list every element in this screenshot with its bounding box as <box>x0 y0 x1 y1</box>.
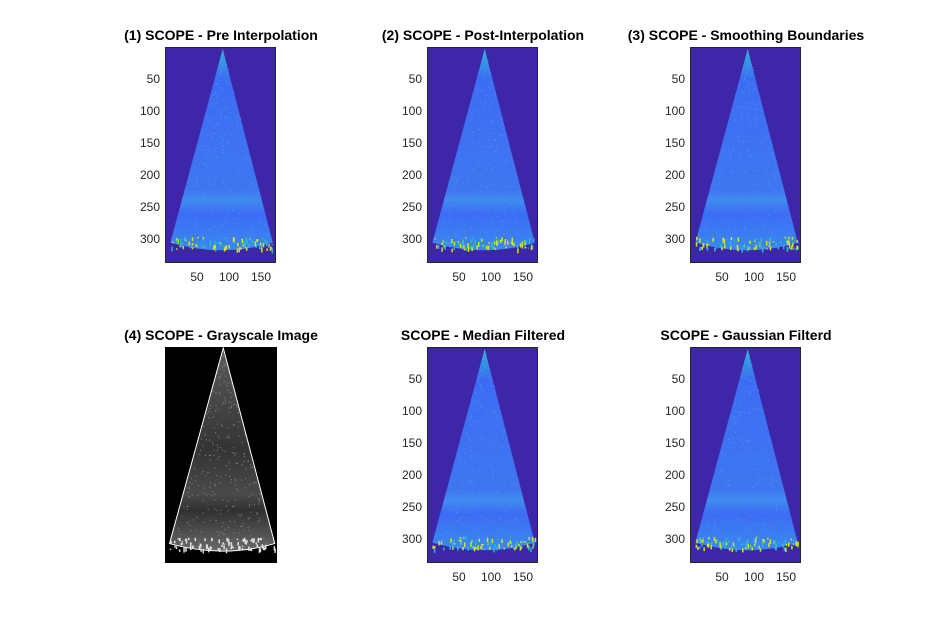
cone-region <box>695 349 798 551</box>
ultrasound-cone-image <box>691 48 800 262</box>
x-tick-label: 150 <box>250 270 272 284</box>
ultrasound-cone-image <box>428 48 537 262</box>
x-tick-label: 150 <box>512 570 534 584</box>
y-tick-label: 50 <box>408 372 422 386</box>
panel-title-4: (4) SCOPE - Grayscale Image <box>124 327 318 343</box>
y-tick-label: 200 <box>664 468 685 482</box>
x-tick-label: 150 <box>775 270 797 284</box>
y-tick-label: 150 <box>401 436 422 450</box>
cone-region <box>432 49 535 251</box>
y-tick-label: 150 <box>139 136 160 150</box>
cone-region <box>695 49 798 251</box>
y-tick-label: 250 <box>139 200 160 214</box>
ultrasound-cone-image <box>691 348 800 562</box>
y-tick-label: 150 <box>664 436 685 450</box>
y-tick-label: 300 <box>139 232 160 246</box>
x-tick-label: 100 <box>480 570 502 584</box>
panel-title-3: (3) SCOPE - Smoothing Boundaries <box>627 27 865 43</box>
y-tick-label: 100 <box>401 104 422 118</box>
y-tick-label: 100 <box>664 104 685 118</box>
y-tick-label: 200 <box>401 168 422 182</box>
y-tick-label: 250 <box>401 200 422 214</box>
y-tick-label: 50 <box>146 72 160 86</box>
panel-image-3 <box>690 47 801 263</box>
x-tick-label: 50 <box>715 270 729 284</box>
y-tick-label: 100 <box>401 404 422 418</box>
y-tick-label: 300 <box>401 532 422 546</box>
y-tick-label: 50 <box>408 72 422 86</box>
x-tick-label: 100 <box>743 270 765 284</box>
cone-region <box>168 347 276 552</box>
y-tick-label: 200 <box>664 168 685 182</box>
x-tick-label: 100 <box>480 270 502 284</box>
y-tick-label: 200 <box>401 468 422 482</box>
panel-image-4 <box>165 347 277 563</box>
panel-title-5: SCOPE - Median Filtered <box>400 327 566 343</box>
y-tick-label: 100 <box>664 404 685 418</box>
x-tick-label: 150 <box>775 570 797 584</box>
ultrasound-cone-image <box>166 48 275 262</box>
y-tick-label: 250 <box>664 200 685 214</box>
y-tick-label: 150 <box>664 136 685 150</box>
panel-image-5 <box>427 347 538 563</box>
x-tick-label: 50 <box>715 570 729 584</box>
y-tick-label: 250 <box>401 500 422 514</box>
y-tick-label: 150 <box>401 136 422 150</box>
y-tick-label: 100 <box>139 104 160 118</box>
y-tick-label: 200 <box>139 168 160 182</box>
panel-title-2: (2) SCOPE - Post-Interpolation <box>381 27 585 43</box>
y-tick-label: 300 <box>664 532 685 546</box>
ultrasound-cone-image <box>165 347 277 563</box>
x-tick-label: 100 <box>743 570 765 584</box>
panel-title-6: SCOPE - Gaussian Filterd <box>660 327 832 343</box>
panel-image-2 <box>427 47 538 263</box>
x-tick-label: 50 <box>452 570 466 584</box>
y-tick-label: 250 <box>664 500 685 514</box>
y-tick-label: 300 <box>401 232 422 246</box>
cone-region <box>170 49 273 251</box>
panel-title-1: (1) SCOPE - Pre Interpolation <box>124 27 318 43</box>
y-tick-label: 50 <box>671 372 685 386</box>
ultrasound-cone-image <box>428 348 537 562</box>
x-tick-label: 50 <box>190 270 204 284</box>
panel-image-6 <box>690 347 801 563</box>
y-tick-label: 50 <box>671 72 685 86</box>
x-tick-label: 150 <box>512 270 534 284</box>
x-tick-label: 50 <box>452 270 466 284</box>
x-tick-label: 100 <box>218 270 240 284</box>
panel-image-1 <box>165 47 276 263</box>
y-tick-label: 300 <box>664 232 685 246</box>
